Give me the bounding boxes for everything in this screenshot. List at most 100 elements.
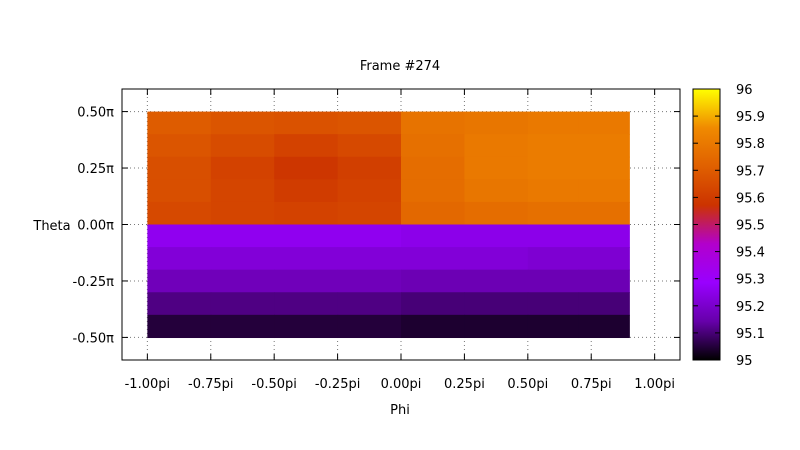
heatmap-cell — [401, 134, 466, 158]
y-tick-label: -0.50π — [73, 331, 115, 346]
heatmap-cell — [401, 224, 466, 248]
colorbar-tick-label: 96 — [736, 83, 753, 98]
x-tick-label: 0.25pi — [444, 377, 485, 392]
y-axis-label: Theta — [32, 219, 70, 234]
heatmap-cell — [578, 201, 630, 226]
heatmap-cell — [274, 292, 339, 316]
x-tick-label: -0.50pi — [251, 377, 297, 392]
colorbar-tick-label: 95.1 — [736, 327, 765, 342]
heatmap-cell — [527, 269, 580, 293]
colorbar-tick-label: 95.2 — [736, 300, 765, 315]
heatmap-cell — [401, 179, 466, 203]
heatmap-cell — [210, 179, 275, 203]
heatmap-cell — [401, 111, 466, 135]
heatmap-cell — [337, 179, 402, 203]
x-axis-label: Phi — [390, 403, 410, 418]
heatmap-cell — [274, 179, 339, 203]
heatmap-cell — [527, 179, 580, 203]
heatmap-cell — [210, 269, 275, 293]
heatmap-cell — [210, 224, 275, 248]
heatmap-cell — [274, 247, 339, 271]
heatmap-cell — [147, 179, 212, 203]
heatmap-cell — [337, 224, 402, 248]
heatmap-cell — [401, 269, 466, 293]
heatmap-cell — [578, 156, 630, 180]
heatmap-cell — [464, 314, 529, 339]
heatmap-cell — [147, 292, 212, 316]
heatmap-cell — [527, 111, 580, 135]
heatmap-cell — [527, 224, 580, 248]
heatmap-cell — [578, 269, 630, 293]
heatmap-cell — [147, 156, 212, 180]
heatmap-cell — [401, 292, 466, 316]
colorbar-ticks: 95 95.1 95.2 95.3 95.4 95.5 95.6 95.7 95.8 95.9 96 — [693, 83, 765, 369]
colorbar-tick-label: 95.5 — [736, 219, 765, 234]
x-tick-label: 0.50pi — [507, 377, 548, 392]
heatmap-cell — [337, 247, 402, 271]
x-tick-label: 1.00pi — [634, 377, 675, 392]
heatmap-cell — [401, 156, 466, 180]
heatmap-cell — [464, 179, 529, 203]
heatmap-cell — [578, 111, 630, 135]
heatmap-cell — [210, 156, 275, 180]
heatmap-cell — [274, 201, 339, 226]
heatmap-cell — [147, 269, 212, 293]
colorbar-tick-label: 95.6 — [736, 191, 765, 206]
chart-title: Frame #274 — [360, 59, 440, 74]
heatmap-cell — [274, 134, 339, 158]
heatmap-cell — [147, 111, 212, 135]
y-tick-label: 0.25π — [77, 162, 114, 177]
x-tick-label: -0.75pi — [188, 377, 234, 392]
heatmap-cell — [210, 201, 275, 226]
heatmap-cell — [578, 247, 630, 271]
heatmap-cell — [337, 269, 402, 293]
heatmap-cells — [147, 111, 630, 339]
colorbar-tick-label: 95.9 — [736, 110, 765, 125]
heatmap-cell — [464, 156, 529, 180]
heatmap-cell — [210, 247, 275, 271]
heatmap-cell — [337, 111, 402, 135]
heatmap-cell — [337, 314, 402, 339]
heatmap-cell — [147, 134, 212, 158]
heatmap-cell — [147, 224, 212, 248]
heatmap-cell — [527, 134, 580, 158]
heatmap-cell — [578, 179, 630, 203]
heatmap-cell — [274, 224, 339, 248]
heatmap-cell — [401, 201, 466, 226]
heatmap-cell — [464, 224, 529, 248]
heatmap-cell — [147, 314, 212, 339]
x-tick-label: 0.75pi — [571, 377, 612, 392]
heatmap-cell — [578, 224, 630, 248]
heatmap-cell — [210, 111, 275, 135]
heatmap-cell — [274, 314, 339, 339]
heatmap-cell — [527, 201, 580, 226]
heatmap-cell — [578, 292, 630, 316]
heatmap-cell — [527, 292, 580, 316]
heatmap-cell — [464, 201, 529, 226]
heatmap-cell — [337, 134, 402, 158]
heatmap-cell — [464, 111, 529, 135]
colorbar-tick-label: 95 — [736, 354, 753, 369]
x-tick-label: -1.00pi — [125, 377, 171, 392]
heatmap-cell — [210, 292, 275, 316]
heatmap-cell — [337, 156, 402, 180]
heatmap-cell — [578, 314, 630, 339]
colorbar-tick-label: 95.4 — [736, 246, 765, 261]
heatmap-cell — [401, 314, 466, 339]
heatmap-cell — [464, 134, 529, 158]
x-axis-ticks: -1.00pi -0.75pi -0.50pi -0.25pi 0.00pi 0.25pi… — [125, 89, 675, 392]
y-tick-label: 0.50π — [77, 106, 114, 121]
heatmap-cell — [147, 201, 212, 226]
y-axis-ticks: 0.50π 0.25π 0.00π -0.25π -0.50π — [73, 106, 680, 346]
heatmap-cell — [578, 134, 630, 158]
heatmap-cell — [274, 156, 339, 180]
colorbar-tick-label: 95.8 — [736, 137, 765, 152]
heatmap-cell — [401, 247, 466, 271]
heatmap-cell — [527, 156, 580, 180]
heatmap-cell — [337, 292, 402, 316]
heatmap-cell — [210, 134, 275, 158]
heatmap-cell — [337, 201, 402, 226]
y-tick-label: 0.00π — [77, 219, 114, 234]
y-tick-label: -0.25π — [73, 275, 115, 290]
